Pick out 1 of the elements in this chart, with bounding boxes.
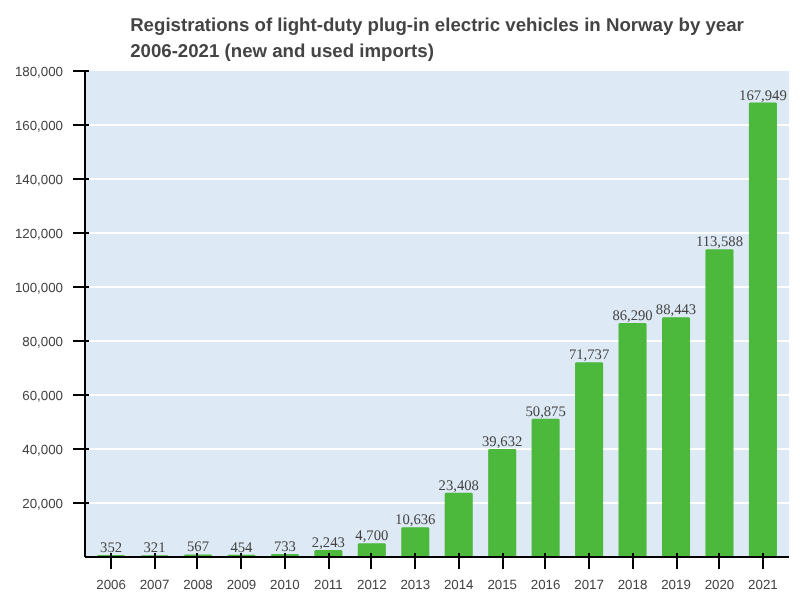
chart-title: Registrations of light-duty plug-in electric vehicles in Norway by year 2006-2021 (new and used imports) [130, 15, 745, 61]
